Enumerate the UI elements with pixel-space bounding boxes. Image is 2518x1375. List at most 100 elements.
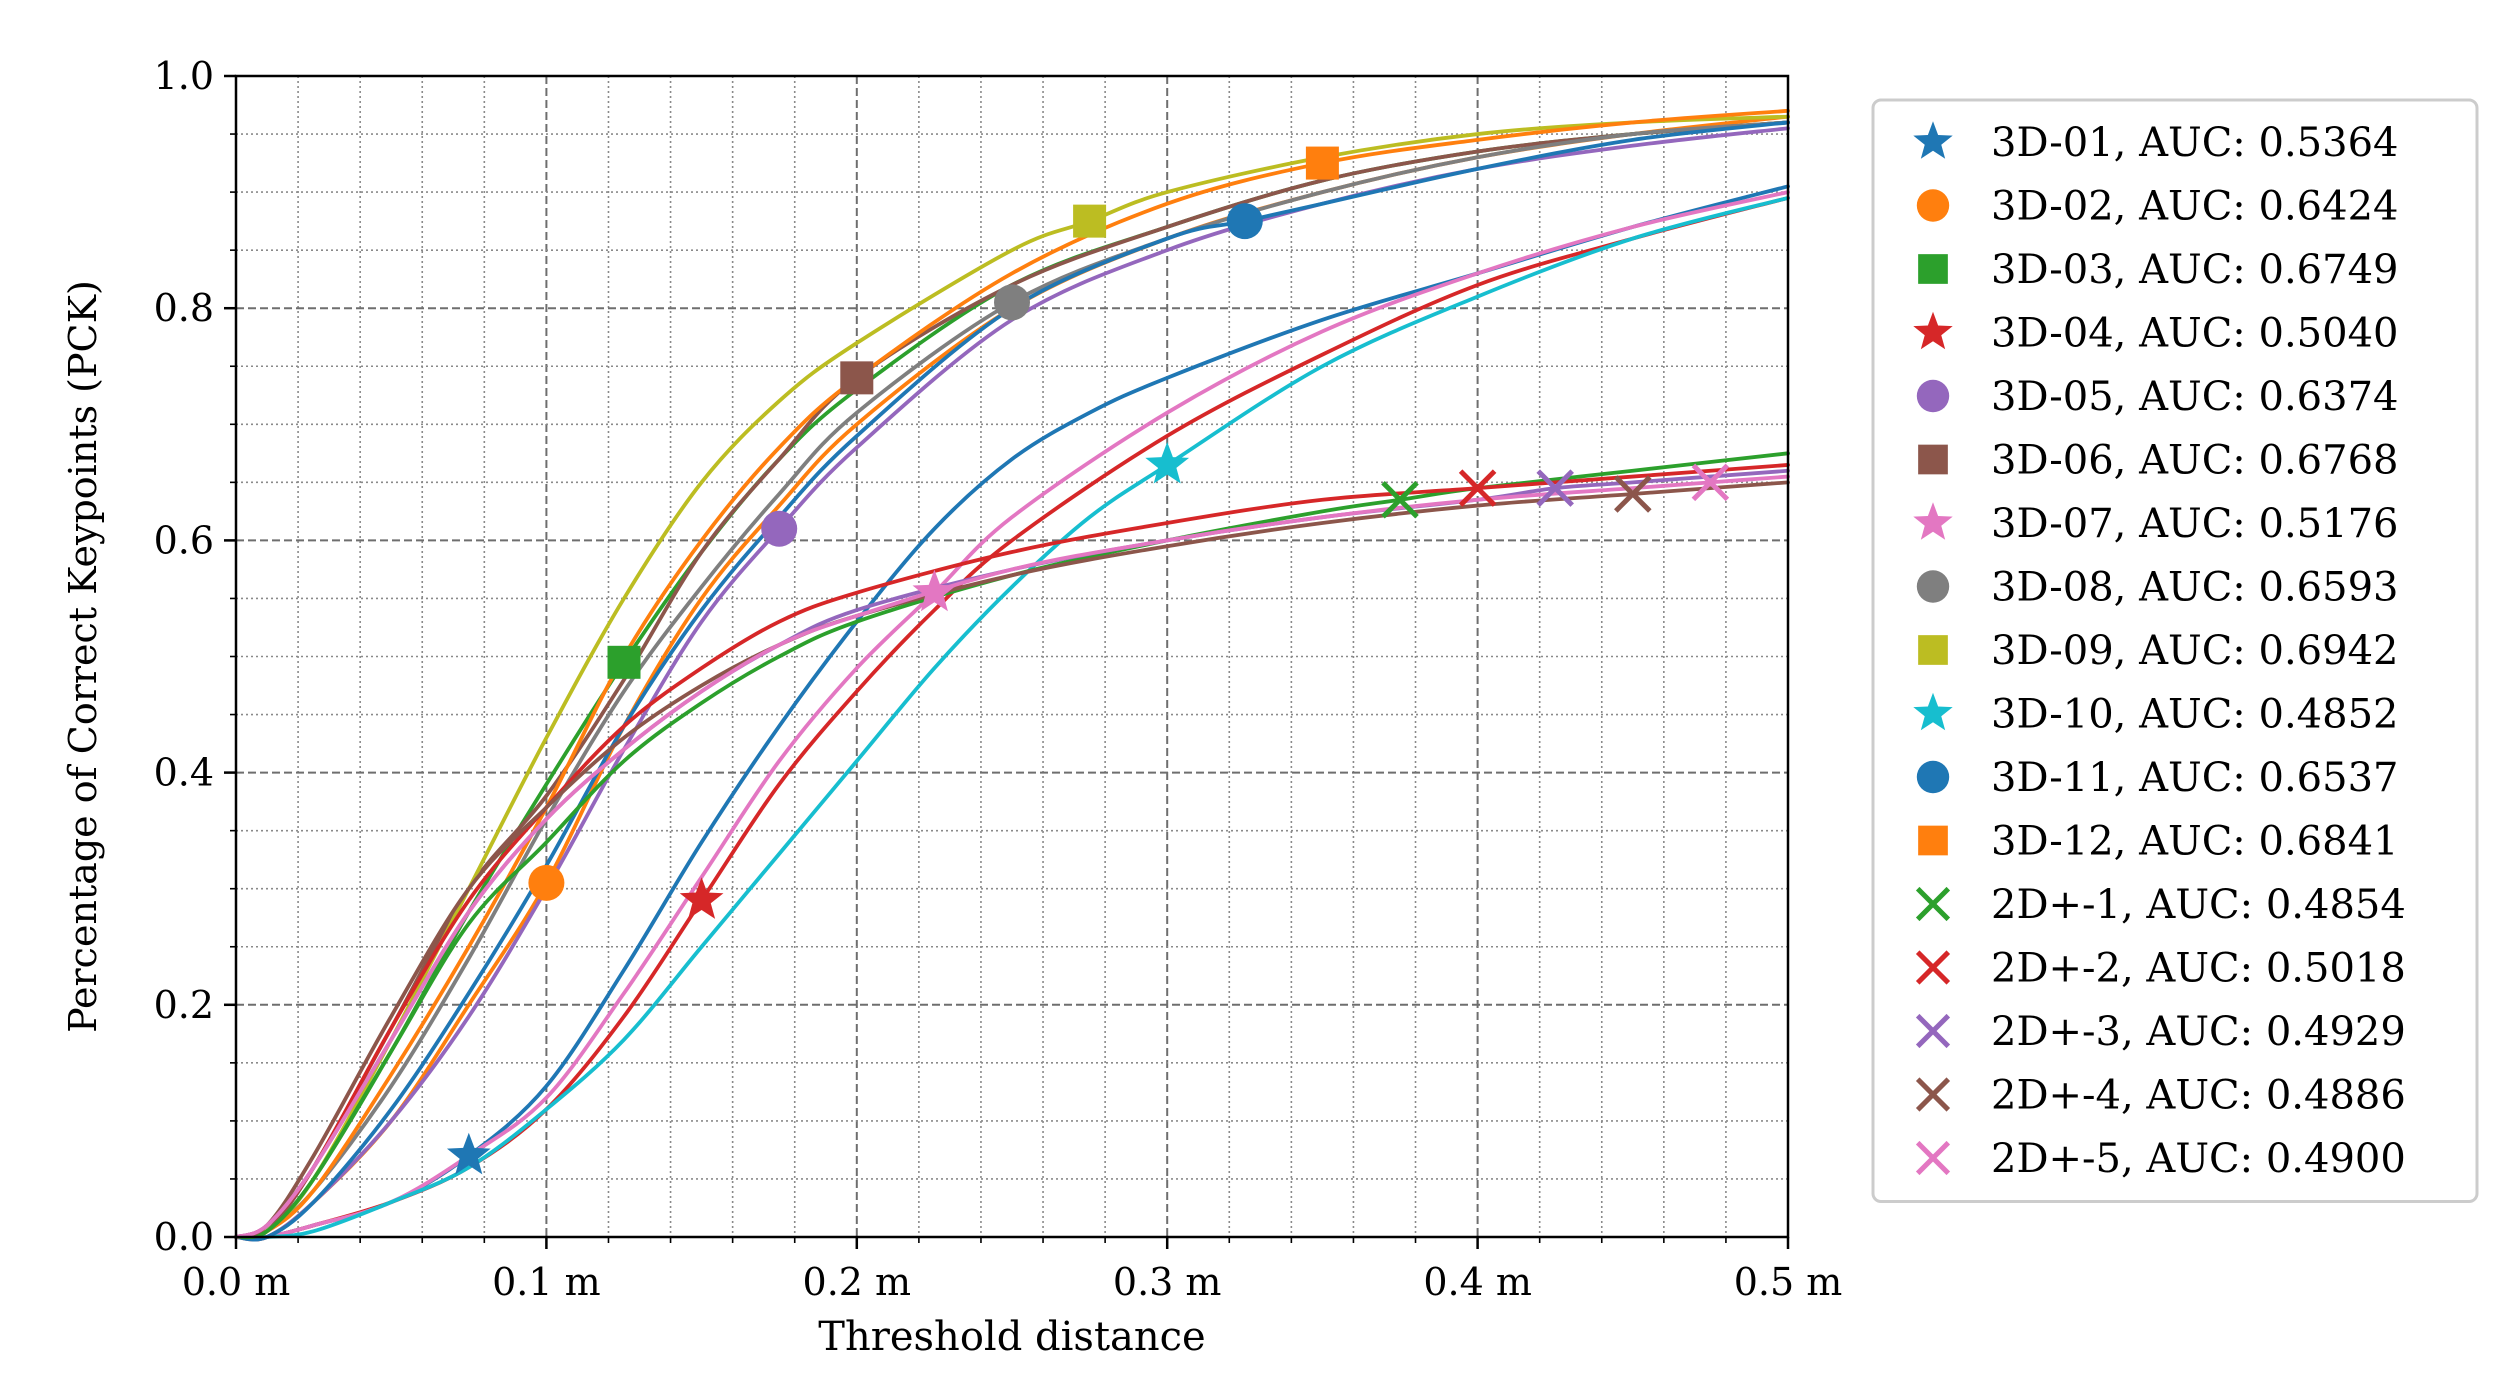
series-marker-3D-06 (840, 361, 874, 395)
series-marker-3D-09 (1073, 204, 1107, 238)
legend-label-2D+-1: 2D+-1, AUC: 0.4854 (1991, 882, 2406, 928)
legend-entry-3D-08: 3D-08, AUC: 0.6593 (1916, 565, 2398, 611)
series-marker-2D+-5 (1691, 463, 1730, 502)
y-tick-label: 0.6 (154, 518, 214, 562)
legend-marker-3D-01 (1913, 121, 1953, 159)
x-tick-label: 0.1 m (492, 1260, 601, 1304)
legend-marker-3D-02 (1916, 189, 1950, 222)
legend-entry-3D-12: 3D-12, AUC: 0.6841 (1918, 819, 2398, 865)
legend-label-3D-12: 3D-12, AUC: 0.6841 (1991, 819, 2398, 865)
x-tick-label: 0.4 m (1423, 1260, 1532, 1304)
grid (235, 75, 1789, 1238)
series-marker-3D-07 (912, 569, 957, 612)
legend-label-3D-09: 3D-09, AUC: 0.6942 (1991, 628, 2398, 674)
legend-label-3D-06: 3D-06, AUC: 0.6768 (1991, 438, 2398, 484)
legend-marker-2D+-3 (1915, 1013, 1951, 1049)
legend-entry-3D-05: 3D-05, AUC: 0.6374 (1916, 374, 2398, 420)
legend-entry-2D+-2: 2D+-2, AUC: 0.5018 (1915, 946, 2406, 992)
legend-entry-3D-11: 3D-11, AUC: 0.6537 (1916, 755, 2398, 801)
series-line-3D-08 (234, 120, 1790, 1239)
legend-marker-2D+-5 (1915, 1140, 1951, 1176)
series-marker-2D+-1 (1381, 480, 1419, 519)
series-marker-3D-05 (761, 510, 798, 547)
series-marker-2D+-1-stroke (1381, 480, 1419, 519)
legend-label-2D+-4: 2D+-4, AUC: 0.4886 (1991, 1073, 2406, 1119)
legend-label-3D-04: 3D-04, AUC: 0.5040 (1991, 311, 2398, 357)
legend-entry-3D-06: 3D-06, AUC: 0.6768 (1918, 438, 2398, 484)
legend-entry-2D+-4: 2D+-4, AUC: 0.4886 (1915, 1073, 2406, 1119)
legend-entry-3D-04: 3D-04, AUC: 0.5040 (1913, 311, 2398, 357)
series-marker-2D+-3-stroke (1536, 469, 1574, 507)
legend-label-3D-10: 3D-10, AUC: 0.4852 (1991, 692, 2398, 738)
x-axis-label: Threshold distance (818, 1314, 1205, 1360)
y-tick-label: 0.4 (154, 751, 214, 795)
y-tick-label: 0.0 (154, 1215, 214, 1259)
legend-entry-2D+-3: 2D+-3, AUC: 0.4929 (1915, 1009, 2406, 1055)
series-marker-3D-10 (1145, 441, 1190, 484)
legend-marker-3D-03 (1918, 254, 1948, 284)
legend-marker-2D+-2-stroke (1915, 950, 1951, 985)
legend-entry-3D-07: 3D-07, AUC: 0.5176 (1913, 501, 2398, 547)
series-marker-2D+-3 (1536, 469, 1574, 507)
legend-marker-2D+-4 (1915, 1077, 1951, 1112)
series-marker-2D+-2 (1458, 469, 1497, 507)
legend-label-3D-08: 3D-08, AUC: 0.6593 (1991, 565, 2398, 611)
legend-label-3D-07: 3D-07, AUC: 0.5176 (1991, 501, 2398, 547)
y-tick-label: 0.8 (154, 286, 214, 330)
y-axis-label: Percentage of Correct Keypoints (PCK) (61, 280, 105, 1033)
series-marker-3D-12 (1305, 146, 1339, 180)
series-markers (446, 146, 1730, 1175)
legend-entry-3D-09: 3D-09, AUC: 0.6942 (1918, 628, 2398, 674)
legend-entry-3D-02: 3D-02, AUC: 0.6424 (1916, 184, 2398, 230)
series-marker-3D-03 (607, 645, 641, 679)
x-tick-label: 0.0 m (182, 1260, 291, 1304)
series-marker-2D+-2-stroke (1458, 469, 1497, 507)
x-tick-label: 0.3 m (1113, 1260, 1222, 1304)
legend-marker-2D+-3-stroke (1915, 1013, 1951, 1049)
legend-marker-2D+-1 (1915, 886, 1951, 922)
legend-label-2D+-2: 2D+-2, AUC: 0.5018 (1991, 946, 2406, 992)
legend-marker-2D+-2 (1915, 950, 1951, 985)
legend-label-3D-02: 3D-02, AUC: 0.6424 (1991, 184, 2398, 230)
y-tick-label: 1.0 (154, 54, 214, 98)
legend-marker-3D-05 (1916, 379, 1950, 413)
series-marker-2D+-5-stroke (1691, 463, 1730, 502)
series-marker-2D+-4 (1614, 475, 1652, 513)
series-lines (234, 108, 1790, 1242)
series-marker-2D+-4-stroke (1614, 475, 1652, 513)
axis-ticks: 0.0 m 0.1 m 0.2 m 0.3 m 0.4 m 0.5 m 0.0 0.2 0.4 0… (154, 54, 1843, 1304)
legend-marker-3D-11 (1916, 760, 1950, 794)
series-marker-3D-08 (994, 284, 1030, 321)
series-line-3D-10 (234, 196, 1790, 1240)
series-marker-3D-02 (528, 864, 565, 901)
legend-box (1871, 98, 2479, 1203)
series-line-2D+-2 (234, 463, 1790, 1239)
legend-marker-3D-08 (1916, 570, 1950, 603)
series-marker-3D-11 (1226, 203, 1263, 240)
legend-label-3D-11: 3D-11, AUC: 0.6537 (1991, 755, 2398, 801)
legend-label-2D+-5: 2D+-5, AUC: 0.4900 (1991, 1136, 2406, 1182)
series-marker-3D-01 (446, 1132, 491, 1175)
legend-marker-3D-04 (1913, 311, 1953, 350)
legend-label-3D-01: 3D-01, AUC: 0.5364 (1991, 120, 2398, 166)
legend-marker-3D-09 (1918, 635, 1948, 665)
legend-marker-3D-07 (1913, 502, 1953, 540)
series-line-2D+-1 (234, 451, 1790, 1240)
legend-entry-3D-10: 3D-10, AUC: 0.4852 (1913, 692, 2398, 738)
legend-entry-2D+-1: 2D+-1, AUC: 0.4854 (1915, 882, 2406, 928)
series-marker-3D-04 (679, 877, 724, 919)
y-tick-label: 0.2 (154, 983, 214, 1027)
legend-marker-2D+-5-stroke (1915, 1140, 1951, 1176)
legend-entry-3D-01: 3D-01, AUC: 0.5364 (1913, 120, 2398, 166)
series-line-3D-12 (234, 108, 1790, 1239)
legend-label-3D-05: 3D-05, AUC: 0.6374 (1991, 374, 2398, 420)
x-tick-label: 0.2 m (803, 1260, 912, 1304)
legend-marker-2D+-1-stroke (1915, 886, 1951, 922)
legend-label-2D+-3: 2D+-3, AUC: 0.4929 (1991, 1009, 2406, 1055)
legend: 3D-01, AUC: 0.5364 3D-02, AUC: 0.6424 3D-0… (1871, 98, 2479, 1203)
series-line-3D-07 (234, 190, 1790, 1240)
series-line-3D-11 (234, 120, 1790, 1242)
legend-marker-3D-10 (1913, 692, 1953, 731)
